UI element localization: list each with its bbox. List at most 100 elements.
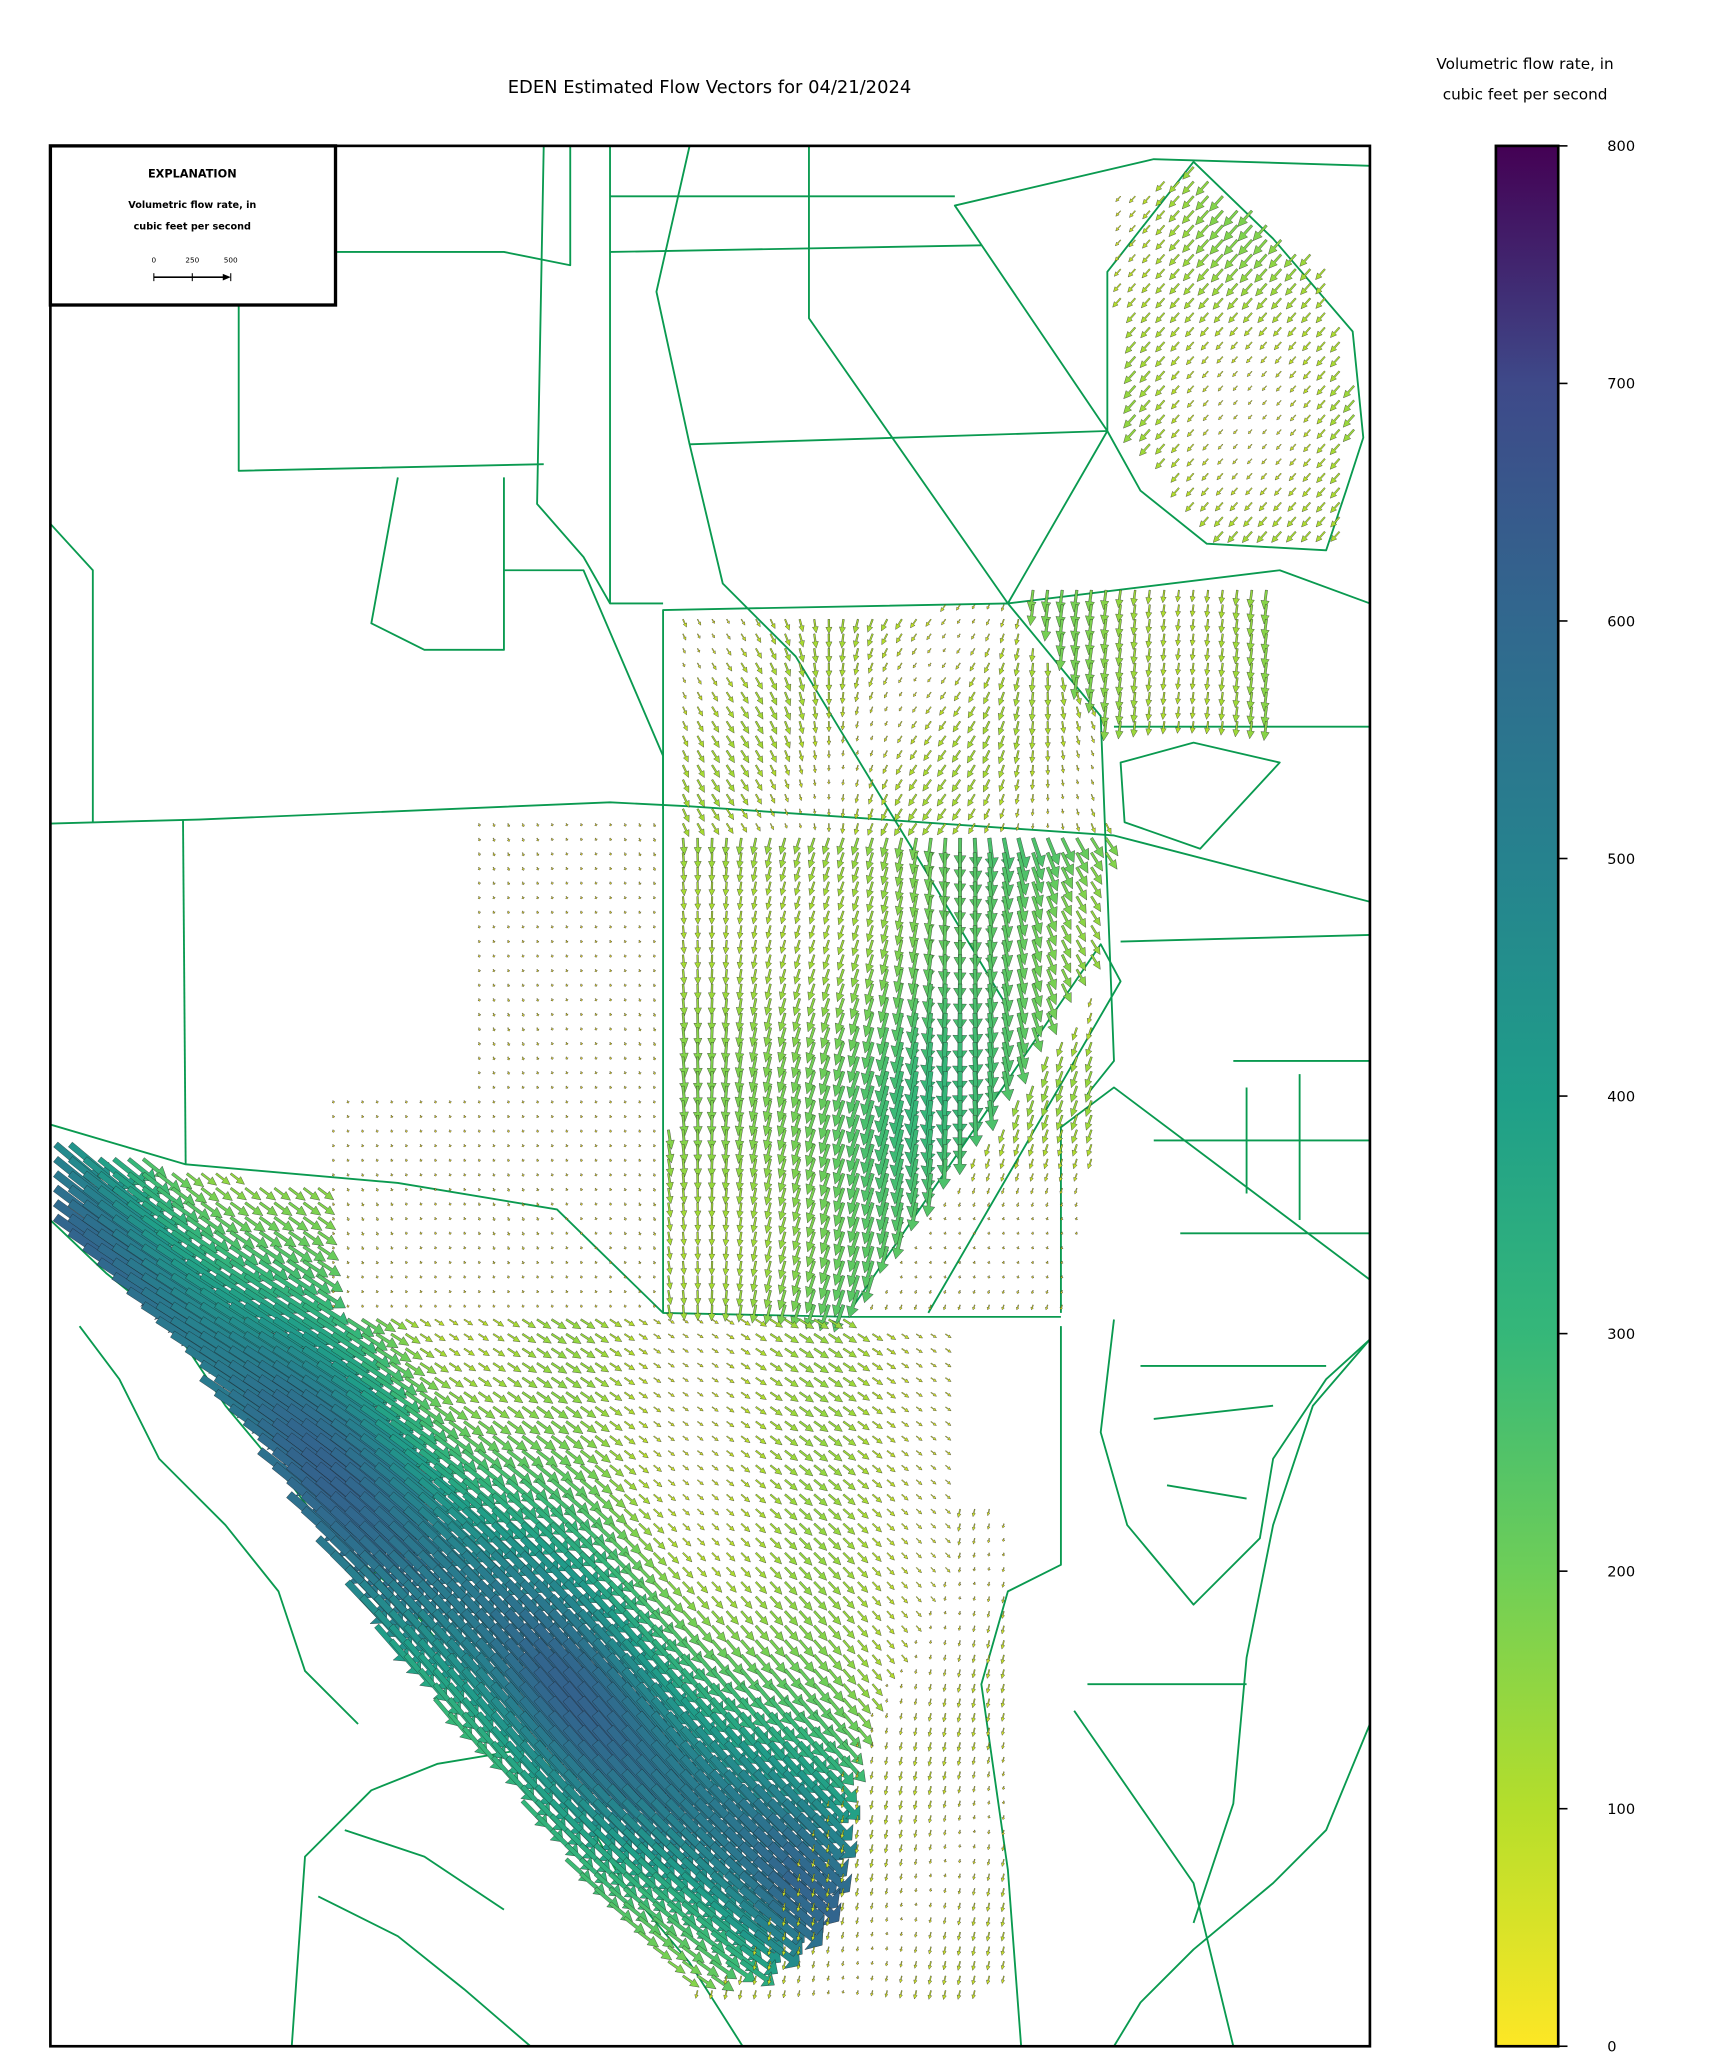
flow-arrow <box>1246 706 1255 725</box>
flow-arrow <box>1046 794 1050 802</box>
flow-arrow <box>506 1290 511 1294</box>
flow-arrow <box>791 1129 802 1152</box>
flow-arrow <box>837 881 845 897</box>
flow-arrow <box>842 1362 857 1373</box>
flow-arrow <box>912 706 918 713</box>
flow-arrow <box>1043 1158 1049 1170</box>
flow-arrow <box>492 1187 496 1192</box>
flow-arrow <box>972 1304 976 1311</box>
flow-arrow <box>1200 501 1209 512</box>
flow-arrow <box>492 998 496 1002</box>
flow-arrow <box>1090 910 1101 927</box>
flow-arrow <box>682 750 689 763</box>
flow-arrow <box>492 1042 496 1046</box>
flow-arrow <box>1001 1567 1006 1573</box>
flow-arrow <box>794 925 801 940</box>
map-title: EDEN Estimated Flow Vectors for 04/21/20… <box>508 77 911 98</box>
flow-arrow <box>419 1260 423 1264</box>
flow-arrow <box>594 1464 612 1479</box>
flow-arrow <box>886 1639 895 1650</box>
flow-arrow <box>953 867 967 895</box>
flow-arrow <box>813 1318 830 1330</box>
flow-arrow <box>780 910 787 925</box>
flow-arrow <box>652 1537 666 1550</box>
flow-arrow <box>492 1012 496 1017</box>
flow-arrow <box>579 1493 602 1513</box>
flow-arrow <box>726 1508 735 1517</box>
flow-arrow <box>866 618 874 633</box>
flow-arrow <box>831 1304 846 1333</box>
flow-arrow <box>778 1260 787 1280</box>
flow-arrow <box>608 983 613 987</box>
flow-arrow <box>806 1216 816 1238</box>
flow-arrow <box>1084 1085 1093 1103</box>
flow-arrow <box>273 1215 295 1232</box>
flow-arrow <box>891 1231 905 1260</box>
flow-arrow <box>708 1304 716 1322</box>
flow-arrow <box>1186 458 1195 467</box>
flow-arrow <box>680 1231 687 1246</box>
flow-arrow <box>735 1158 744 1178</box>
flow-arrow <box>694 940 701 955</box>
flow-arrow <box>813 779 817 787</box>
flow-arrow <box>833 1172 846 1199</box>
flow-arrow <box>972 1610 976 1617</box>
flow-arrow <box>764 852 772 869</box>
flow-arrow <box>857 1391 871 1401</box>
flow-arrow <box>811 1946 816 1955</box>
flow-arrow <box>779 968 787 985</box>
flow-arrow <box>694 1188 702 1205</box>
scale-tick-label: 500 <box>224 256 238 265</box>
flow-arrow <box>986 1961 991 1971</box>
flow-arrow <box>579 1275 584 1279</box>
flow-arrow <box>638 1042 642 1046</box>
flow-arrow <box>937 749 947 762</box>
flow-arrow <box>623 1246 627 1250</box>
flow-arrow <box>1316 443 1326 454</box>
flow-arrow <box>972 1567 977 1572</box>
flow-arrow <box>754 691 764 705</box>
flow-arrow <box>942 1931 947 1940</box>
flow-arrow <box>433 1246 438 1250</box>
flow-arrow <box>1316 399 1326 410</box>
flow-arrow <box>1214 501 1224 512</box>
flow-arrow <box>738 1975 743 1986</box>
flow-arrow <box>652 852 657 857</box>
flow-arrow <box>751 881 758 897</box>
flow-arrow <box>550 1290 554 1294</box>
flow-arrow <box>971 1917 976 1927</box>
flow-arrow <box>1029 648 1036 663</box>
flow-arrow <box>693 1071 703 1093</box>
flow-arrow <box>696 691 703 701</box>
flow-arrow <box>925 706 932 715</box>
flow-arrow <box>971 1961 976 1971</box>
flow-arrow <box>930 1523 937 1529</box>
flow-arrow <box>637 939 642 943</box>
flow-arrow <box>331 1100 336 1104</box>
flow-arrow <box>696 749 705 763</box>
flow-arrow <box>653 1362 662 1369</box>
flow-arrow <box>707 837 716 856</box>
flow-arrow <box>777 1275 787 1295</box>
flow-arrow <box>389 1158 394 1162</box>
flow-arrow <box>433 1187 438 1191</box>
flow-arrow <box>1218 618 1225 634</box>
flow-arrow <box>1198 297 1210 310</box>
flow-arrow <box>506 1114 511 1119</box>
flow-arrow <box>1330 326 1341 338</box>
flow-arrow <box>1256 531 1268 543</box>
flow-arrow <box>507 1347 521 1358</box>
flow-arrow <box>796 1961 801 1970</box>
flow-arrow <box>682 706 687 716</box>
flow-arrow <box>638 1056 642 1061</box>
flow-arrow <box>945 1391 952 1397</box>
flow-arrow <box>721 1173 730 1191</box>
flow-arrow <box>839 662 846 677</box>
flow-arrow <box>565 1042 569 1046</box>
flow-arrow <box>871 1697 884 1712</box>
flow-arrow <box>928 1217 933 1221</box>
flow-arrow <box>652 1085 657 1089</box>
flow-arrow <box>987 1290 991 1294</box>
flow-arrow <box>565 939 569 943</box>
flow-arrow <box>1115 224 1122 232</box>
